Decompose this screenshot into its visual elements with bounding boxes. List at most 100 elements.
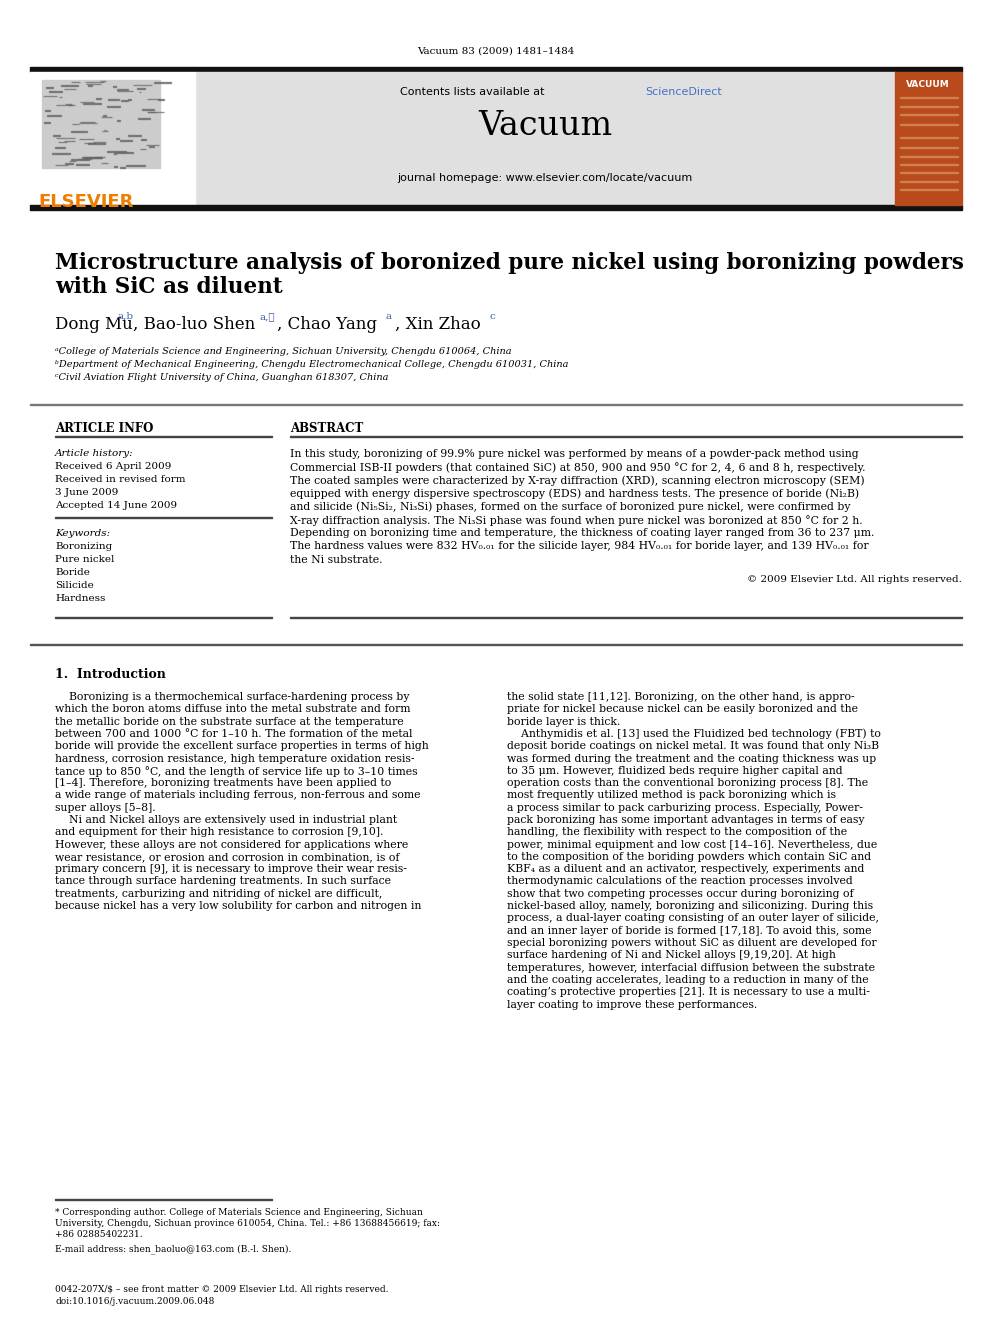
Bar (900, 114, 958, 115)
Bar (895, 71, 962, 205)
Text: Pure nickel: Pure nickel (55, 556, 114, 564)
Text: to 35 μm. However, fluidized beds require higher capital and: to 35 μm. However, fluidized beds requir… (507, 766, 842, 775)
Text: power, minimal equipment and low cost [14–16]. Nevertheless, due: power, minimal equipment and low cost [1… (507, 840, 877, 849)
Bar (900, 136, 958, 138)
Text: super alloys [5–8].: super alloys [5–8]. (55, 803, 156, 812)
Text: In this study, boronizing of 99.9% pure nickel was performed by means of a powde: In this study, boronizing of 99.9% pure … (290, 448, 859, 459)
Text: a: a (385, 312, 391, 321)
Text: Vacuum 83 (2009) 1481–1484: Vacuum 83 (2009) 1481–1484 (418, 48, 574, 56)
Text: because nickel has a very low solubility for carbon and nitrogen in: because nickel has a very low solubility… (55, 901, 422, 912)
Text: X-ray diffraction analysis. The Ni₃Si phase was found when pure nickel was boron: X-ray diffraction analysis. The Ni₃Si ph… (290, 515, 863, 525)
Text: special boronizing powers without SiC as diluent are developed for: special boronizing powers without SiC as… (507, 938, 877, 949)
Text: Microstructure analysis of boronized pure nickel using boronizing powders: Microstructure analysis of boronized pur… (55, 251, 964, 274)
Text: and equipment for their high resistance to corrosion [9,10].: and equipment for their high resistance … (55, 827, 383, 837)
Bar (900, 123, 958, 124)
Text: , Xin Zhao: , Xin Zhao (395, 316, 486, 333)
Bar (900, 188, 958, 191)
Text: Boride: Boride (55, 568, 90, 577)
Text: a,b: a,b (117, 312, 133, 321)
Bar (30, 71, 195, 205)
Text: boride will provide the excellent surface properties in terms of high: boride will provide the excellent surfac… (55, 741, 429, 751)
Text: +86 02885402231.: +86 02885402231. (55, 1230, 143, 1240)
Text: Hardness: Hardness (55, 594, 105, 603)
Text: E-mail address: shen_baoluo@163.com (B.-l. Shen).: E-mail address: shen_baoluo@163.com (B.-… (55, 1244, 292, 1254)
Text: * Corresponding author. College of Materials Science and Engineering, Sichuan: * Corresponding author. College of Mater… (55, 1208, 423, 1217)
Text: The coated samples were characterized by X-ray diffraction (XRD), scanning elect: The coated samples were characterized by… (290, 475, 865, 486)
Text: , Chao Yang: , Chao Yang (277, 316, 382, 333)
Text: ᶜCivil Aviation Flight University of China, Guanghan 618307, China: ᶜCivil Aviation Flight University of Chi… (55, 373, 389, 382)
Text: 3 June 2009: 3 June 2009 (55, 488, 118, 497)
Text: ELSEVIER: ELSEVIER (38, 193, 133, 210)
Text: ABSTRACT: ABSTRACT (290, 422, 363, 435)
Bar (900, 147, 958, 148)
Text: and silicide (Ni₅Si₂, Ni₃Si) phases, formed on the surface of boronized pure nic: and silicide (Ni₅Si₂, Ni₃Si) phases, for… (290, 501, 850, 512)
Text: Commercial ISB-II powders (that contained SiC) at 850, 900 and 950 °C for 2, 4, : Commercial ISB-II powders (that containe… (290, 462, 865, 474)
Text: a process similar to pack carburizing process. Especially, Power-: a process similar to pack carburizing pr… (507, 803, 863, 812)
Text: coating’s protective properties [21]. It is necessary to use a multi-: coating’s protective properties [21]. It… (507, 987, 870, 998)
Text: pack boronizing has some important advantages in terms of easy: pack boronizing has some important advan… (507, 815, 864, 826)
Text: Accepted 14 June 2009: Accepted 14 June 2009 (55, 501, 178, 509)
Text: temperatures, however, interfacial diffusion between the substrate: temperatures, however, interfacial diffu… (507, 963, 875, 972)
Text: tance through surface hardening treatments. In such surface: tance through surface hardening treatmen… (55, 877, 391, 886)
Text: ScienceDirect: ScienceDirect (645, 87, 722, 97)
Text: the solid state [11,12]. Boronizing, on the other hand, is appro-: the solid state [11,12]. Boronizing, on … (507, 692, 855, 703)
Text: hardness, corrosion resistance, high temperature oxidation resis-: hardness, corrosion resistance, high tem… (55, 754, 415, 763)
Text: Silicide: Silicide (55, 581, 94, 590)
Bar (42, 79, 160, 168)
Text: journal homepage: www.elsevier.com/locate/vacuum: journal homepage: www.elsevier.com/locat… (398, 173, 692, 183)
Text: KBF₄ as a diluent and an activator, respectively, experiments and: KBF₄ as a diluent and an activator, resp… (507, 864, 864, 875)
Text: Boronizing: Boronizing (55, 542, 112, 550)
Text: process, a dual-layer coating consisting of an outer layer of silicide,: process, a dual-layer coating consisting… (507, 913, 879, 923)
Text: operation costs than the conventional boronizing process [8]. The: operation costs than the conventional bo… (507, 778, 868, 789)
Text: Boronizing is a thermochemical surface-hardening process by: Boronizing is a thermochemical surface-h… (55, 692, 410, 703)
Text: wear resistance, or erosion and corrosion in combination, is of: wear resistance, or erosion and corrosio… (55, 852, 400, 861)
Bar (900, 172, 958, 173)
Text: 0042-207X/$ – see front matter © 2009 Elsevier Ltd. All rights reserved.: 0042-207X/$ – see front matter © 2009 El… (55, 1285, 389, 1294)
Text: equipped with energy dispersive spectroscopy (EDS) and hardness tests. The prese: equipped with energy dispersive spectros… (290, 488, 859, 499)
Bar (30, 643, 962, 646)
Text: Received 6 April 2009: Received 6 April 2009 (55, 462, 172, 471)
Text: the Ni substrate.: the Ni substrate. (290, 554, 383, 565)
Bar (900, 180, 958, 183)
Text: c: c (490, 312, 496, 321)
Text: Article history:: Article history: (55, 448, 134, 458)
Text: VACUUM: VACUUM (906, 79, 950, 89)
Bar (900, 97, 958, 98)
Text: to the composition of the boriding powders which contain SiC and: to the composition of the boriding powde… (507, 852, 871, 861)
Text: Anthymidis et al. [13] used the Fluidized bed technology (FBT) to: Anthymidis et al. [13] used the Fluidize… (507, 729, 881, 740)
Text: boride layer is thick.: boride layer is thick. (507, 717, 620, 726)
Bar (30, 67, 962, 71)
Text: tance up to 850 °C, and the length of service life up to 3–10 times: tance up to 850 °C, and the length of se… (55, 766, 418, 777)
Bar (900, 106, 958, 107)
Text: which the boron atoms diffuse into the metal substrate and form: which the boron atoms diffuse into the m… (55, 704, 411, 714)
Text: [1–4]. Therefore, boronizing treatments have been applied to: [1–4]. Therefore, boronizing treatments … (55, 778, 391, 789)
Text: a,⋆: a,⋆ (260, 312, 276, 321)
Text: Contents lists available at: Contents lists available at (400, 87, 548, 97)
Text: was formed during the treatment and the coating thickness was up: was formed during the treatment and the … (507, 754, 876, 763)
Text: with SiC as diluent: with SiC as diluent (55, 277, 283, 298)
Text: ARTICLE INFO: ARTICLE INFO (55, 422, 154, 435)
Text: primary concern [9], it is necessary to improve their wear resis-: primary concern [9], it is necessary to … (55, 864, 407, 875)
Text: Depending on boronizing time and temperature, the thickness of coating layer ran: Depending on boronizing time and tempera… (290, 528, 874, 538)
Text: 1.  Introduction: 1. Introduction (55, 668, 166, 681)
Text: a wide range of materials including ferrous, non-ferrous and some: a wide range of materials including ferr… (55, 790, 421, 800)
Text: The hardness values were 832 HV₀.₀₁ for the silicide layer, 984 HV₀.₀₁ for borid: The hardness values were 832 HV₀.₀₁ for … (290, 541, 869, 552)
Bar (900, 164, 958, 165)
Text: layer coating to improve these performances.: layer coating to improve these performan… (507, 999, 757, 1009)
Text: deposit boride coatings on nickel metal. It was found that only Ni₃B: deposit boride coatings on nickel metal.… (507, 741, 879, 751)
Text: thermodynamic calculations of the reaction processes involved: thermodynamic calculations of the reacti… (507, 877, 853, 886)
Text: the metallic boride on the substrate surface at the temperature: the metallic boride on the substrate sur… (55, 717, 404, 726)
Text: Keywords:: Keywords: (55, 529, 110, 538)
Text: , Bao-luo Shen: , Bao-luo Shen (133, 316, 261, 333)
Text: ᵃCollege of Materials Science and Engineering, Sichuan University, Chengdu 61006: ᵃCollege of Materials Science and Engine… (55, 347, 512, 356)
Text: treatments, carburizing and nitriding of nickel are difficult,: treatments, carburizing and nitriding of… (55, 889, 382, 898)
Text: handling, the flexibility with respect to the composition of the: handling, the flexibility with respect t… (507, 827, 847, 837)
Text: and an inner layer of boride is formed [17,18]. To avoid this, some: and an inner layer of boride is formed [… (507, 926, 872, 935)
Bar (30, 205, 962, 210)
Text: © 2009 Elsevier Ltd. All rights reserved.: © 2009 Elsevier Ltd. All rights reserved… (747, 576, 962, 583)
Text: surface hardening of Ni and Nickel alloys [9,19,20]. At high: surface hardening of Ni and Nickel alloy… (507, 950, 836, 960)
Text: and the coating accelerates, leading to a reduction in many of the: and the coating accelerates, leading to … (507, 975, 869, 984)
Text: University, Chengdu, Sichuan province 610054, China. Tel.: +86 13688456619; fax:: University, Chengdu, Sichuan province 61… (55, 1218, 440, 1228)
Text: Received in revised form: Received in revised form (55, 475, 186, 484)
Text: most frequently utilized method is pack boronizing which is: most frequently utilized method is pack … (507, 790, 836, 800)
